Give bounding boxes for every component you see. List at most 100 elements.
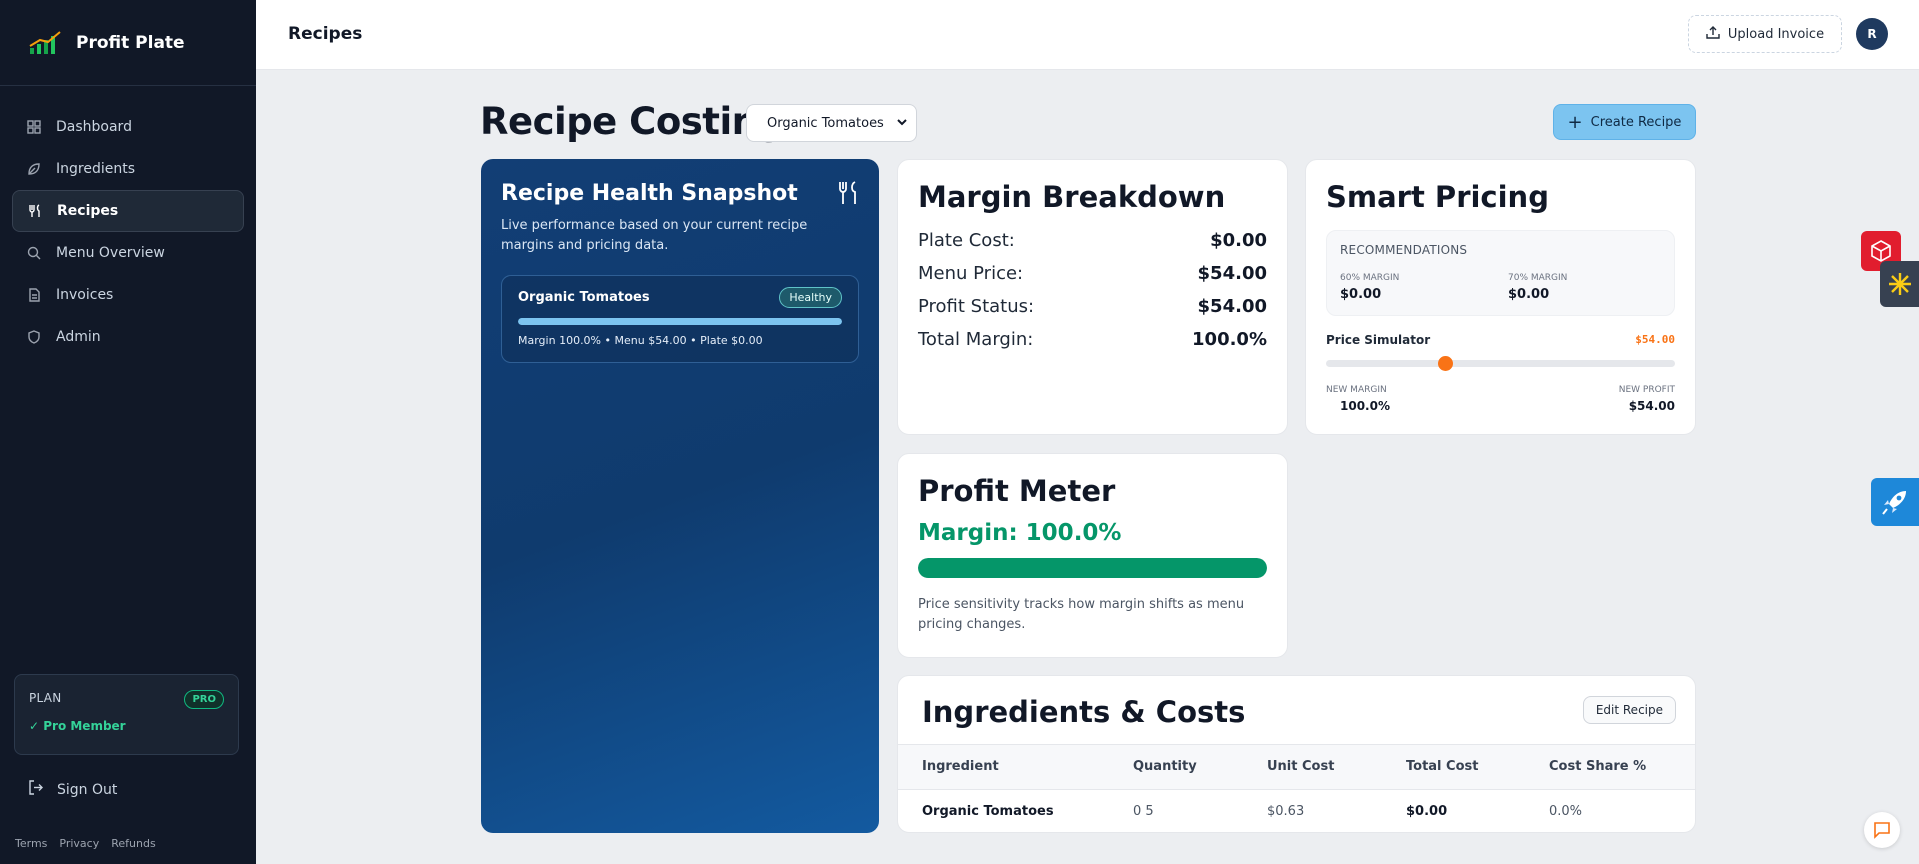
sidebar-item-invoices[interactable]: Invoices [12,274,244,316]
health-title: Recipe Health Snapshot [501,181,798,206]
upload-icon [1706,25,1720,43]
margin-breakdown-card: Margin Breakdown Plate Cost: $0.00 Menu … [897,159,1288,435]
sidebar-item-label: Menu Overview [56,245,165,261]
plan-badge: PRO [184,690,224,709]
snapshot-item-meta: Margin 100.0% • Menu $54.00 • Plate $0.0… [518,334,763,347]
margin-row-plate-cost: Plate Cost: $0.00 [918,230,1267,251]
new-margin-value: 100.0% [1340,399,1390,413]
recommendations-box: RECOMMENDATIONS 60% MARGIN $0.00 70% MAR… [1326,230,1675,316]
leaf-icon [26,161,42,177]
price-simulator-value: $54.00 [1635,333,1675,346]
table-row[interactable]: Organic Tomatoes 0 5 $0.63 $0.00 0.0% [898,789,1695,832]
star-widget-button[interactable] [1880,261,1919,307]
fork-knife-icon [27,203,43,219]
margin-row-value: $54.00 [1197,296,1267,317]
brand-name: Profit Plate [76,32,185,53]
margin-row-label: Menu Price: [918,263,1024,284]
document-icon [26,287,42,303]
cube-icon [1871,240,1891,262]
sidebar-item-admin[interactable]: Admin [12,316,244,358]
asterisk-icon [1888,273,1911,295]
sign-out-label: Sign Out [57,781,118,798]
margin-row-label: Total Margin: [918,329,1034,350]
ingredients-title: Ingredients & Costs [922,695,1246,729]
column-header: Ingredient [898,745,1133,790]
column-header: Cost Share % [1549,745,1695,790]
price-simulator-slider[interactable] [1326,356,1675,371]
rocket-icon [1882,491,1906,515]
footer-link-privacy[interactable]: Privacy [59,837,100,850]
profit-meter-fill [918,558,1267,578]
upload-invoice-button[interactable]: Upload Invoice [1688,15,1842,53]
sidebar-nav: Dashboard Ingredients Recipes Menu Overv… [0,86,256,358]
slider-thumb[interactable] [1437,356,1453,371]
new-profit-value: $54.00 [1628,399,1675,413]
recommendation-60: 60% MARGIN $0.00 [1340,273,1399,302]
shield-icon [26,329,42,345]
sidebar-item-label: Ingredients [56,161,135,177]
sidebar-item-menu-overview[interactable]: Menu Overview [12,232,244,274]
new-margin: NEW MARGIN 100.0% [1326,385,1390,413]
footer-link-refunds[interactable]: Refunds [111,837,156,850]
new-margin-label: NEW MARGIN [1326,385,1387,395]
ingredient-total-cost: $0.00 [1406,804,1448,820]
sign-out-button[interactable]: Sign Out [28,780,117,799]
recipe-health-card: Recipe Health Snapshot Live performance … [481,159,879,833]
pricing-title: Smart Pricing [1326,180,1549,214]
margin-row-value: $54.00 [1197,263,1267,284]
create-recipe-button[interactable]: + Create Recipe [1553,104,1696,140]
ingredients-header: Ingredients & Costs Edit Recipe [898,676,1695,745]
margin-row-label: Profit Status: [918,296,1035,317]
ingredients-card: Ingredients & Costs Edit Recipe Ingredie… [897,675,1696,833]
brand[interactable]: Profit Plate [0,0,256,86]
snapshot-progress-fill [518,318,842,325]
chat-button[interactable] [1864,812,1900,848]
margin-row-label: Plate Cost: [918,230,1015,251]
sidebar-item-dashboard[interactable]: Dashboard [12,106,244,148]
recommendation-70: 70% MARGIN $0.00 [1508,273,1567,302]
create-recipe-label: Create Recipe [1590,114,1682,130]
footer-link-terms[interactable]: Terms [15,837,48,850]
ingredient-unit-cost: $0.63 [1267,804,1305,820]
edit-recipe-button[interactable]: Edit Recipe [1582,696,1676,724]
sidebar-item-recipes[interactable]: Recipes [12,190,244,232]
plus-icon: + [1567,111,1583,133]
sidebar-item-label: Invoices [56,287,114,303]
rocket-widget-button[interactable] [1871,478,1919,526]
search-icon [26,245,42,261]
margin-row-profit-status: Profit Status: $54.00 [918,296,1267,317]
upload-invoice-label: Upload Invoice [1727,26,1825,42]
health-description: Live performance based on your current r… [501,218,808,253]
grid-icon [26,119,42,135]
margin-row-value: $0.00 [1210,230,1267,251]
margin-title: Margin Breakdown [918,180,1226,214]
page-title: Recipe Costing [480,100,784,143]
column-header: Total Cost [1406,745,1549,790]
bar-chart-trend-icon [29,30,61,54]
topbar: Recipes Upload Invoice R [256,0,1919,70]
ingredient-quantity: 0 5 [1133,804,1154,820]
column-header: Quantity [1133,745,1267,790]
table-header-row: Ingredient Quantity Unit Cost Total Cost… [898,745,1695,790]
sidebar-item-label: Admin [56,329,101,345]
profit-meter-card: Profit Meter Margin: 100.0% Price sensit… [897,453,1288,658]
logout-icon [28,780,43,799]
ingredient-name: Organic Tomatoes [922,804,1054,820]
status-badge: Healthy [779,287,842,308]
snapshot-item[interactable]: Organic Tomatoes Healthy Margin 100.0% •… [501,275,859,363]
ingredient-cost-share: 0.0% [1549,804,1583,820]
recommendation-label: 60% MARGIN [1340,273,1400,283]
snapshot-item-name: Organic Tomatoes [518,290,650,305]
margin-row-total-margin: Total Margin: 100.0% [918,329,1267,350]
ingredients-table: Ingredient Quantity Unit Cost Total Cost… [898,745,1695,832]
avatar[interactable]: R [1856,18,1888,50]
plan-member-status: ✓ Pro Member [29,719,126,733]
recommendations-label: RECOMMENDATIONS [1340,243,1468,257]
margin-row-value: 100.0% [1192,329,1267,350]
chevron-down-icon [896,116,908,132]
sidebar: Profit Plate Dashboard Ingredients Recip… [0,0,256,864]
recommendation-value: $0.00 [1508,287,1550,302]
price-simulator-label: Price Simulator [1326,333,1431,347]
sidebar-item-ingredients[interactable]: Ingredients [12,148,244,190]
recipe-select[interactable]: Organic Tomatoes [746,104,917,142]
